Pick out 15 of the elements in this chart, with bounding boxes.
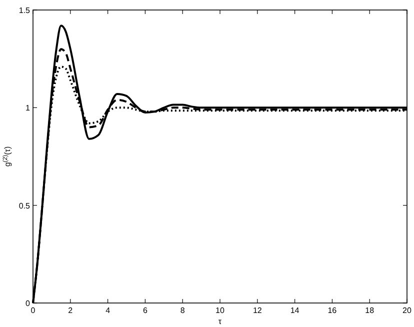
x-tick-label: 10 bbox=[216, 306, 225, 315]
x-tick-label: 2 bbox=[68, 306, 74, 315]
y-tick-label: 0 bbox=[26, 299, 31, 308]
x-tick-label: 8 bbox=[180, 306, 186, 315]
x-tick-label: 14 bbox=[290, 306, 300, 315]
y-tick-label: 1 bbox=[26, 104, 31, 113]
x-tick-label: 18 bbox=[365, 306, 375, 315]
y-tick-label: 1.5 bbox=[18, 6, 31, 15]
x-tick-label: 4 bbox=[106, 306, 111, 315]
x-tick-label: 12 bbox=[252, 306, 262, 315]
y-tick-label: 0.5 bbox=[18, 201, 31, 210]
x-tick-label: 6 bbox=[142, 306, 148, 315]
x-axis-title: τ bbox=[218, 317, 222, 326]
x-tick-label: 16 bbox=[328, 306, 338, 315]
x-tick-label: 20 bbox=[402, 306, 412, 315]
